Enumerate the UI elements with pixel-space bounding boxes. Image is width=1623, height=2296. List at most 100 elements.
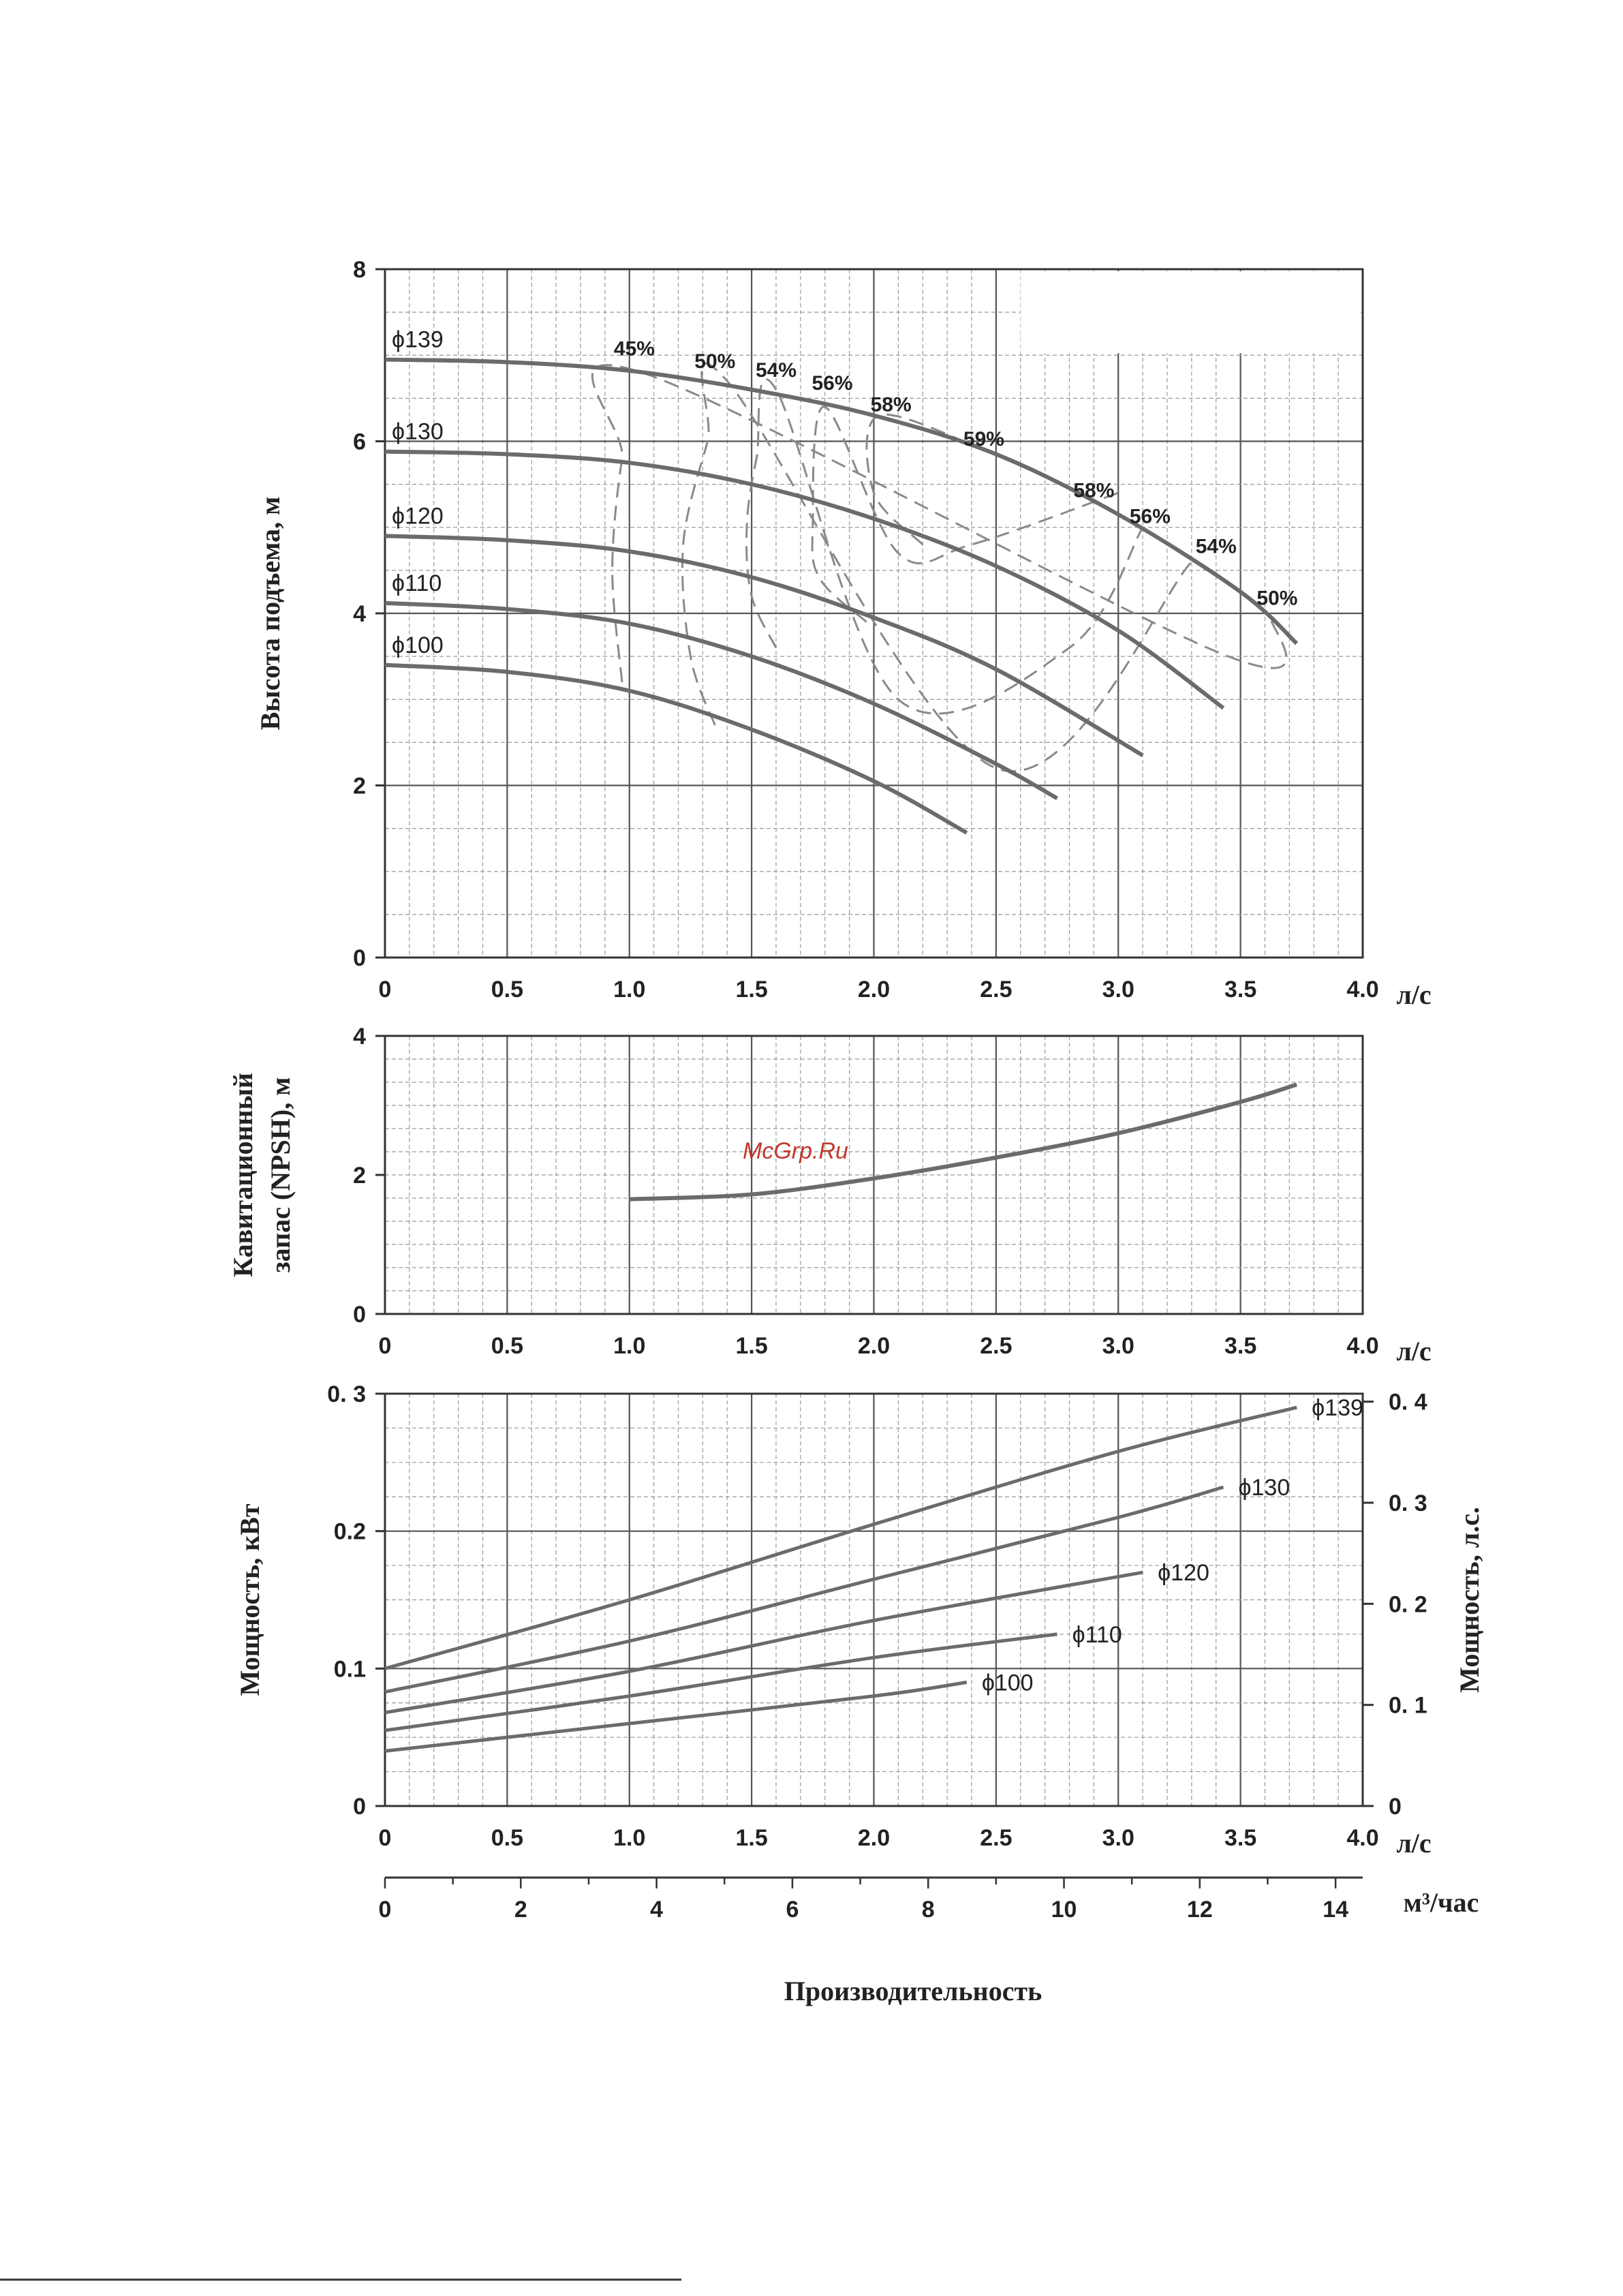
x-tick-label: 4.0 <box>1346 977 1378 1002</box>
m3-per-hour-axis: 0 2 4 6 8 10 12 14 м³/час <box>379 1876 1479 1923</box>
efficiency-curve-56pct <box>811 405 1119 623</box>
x-tick-label: 0.5 <box>491 1825 523 1851</box>
head-curve-label: ϕ120 <box>392 503 444 529</box>
head-curve-d139 <box>384 357 1299 645</box>
watermark-text: McGrp.Ru <box>743 1138 848 1164</box>
power-curve-label: ϕ130 <box>1239 1475 1290 1501</box>
plot-frame <box>384 1392 1364 1807</box>
efficiency-label: 56% <box>1130 505 1171 527</box>
x-tick-label: 1.0 <box>613 1825 645 1851</box>
m3-tick-label: 10 <box>1051 1897 1077 1923</box>
x-tick-label: 0.5 <box>491 1333 523 1359</box>
x-tick-label: 3.5 <box>1224 1825 1256 1851</box>
efficiency-curve-54pct <box>745 378 1144 715</box>
power-curve-label: ϕ100 <box>982 1670 1034 1696</box>
m3-tick-label: 4 <box>650 1897 663 1923</box>
efficiency-label: 45% <box>614 337 655 360</box>
y-tick-label: 8 <box>353 257 366 283</box>
y2-tick-label: 0. 3 <box>1389 1490 1427 1516</box>
npsh-y-axis-label-line1: Кавитационный <box>228 1073 258 1277</box>
efficiency-curve-58pct <box>865 413 985 546</box>
efficiency-label: 50% <box>1256 587 1297 609</box>
x-axis-unit-label: л/с <box>1396 1828 1431 1858</box>
m3-tick-label: 6 <box>786 1897 799 1923</box>
x-tick-label: 0 <box>379 977 392 1002</box>
power-curve-label: ϕ139 <box>1312 1395 1363 1421</box>
y-tick-label: 0 <box>353 1302 366 1328</box>
head-curve-label: ϕ130 <box>392 419 444 445</box>
efficiency-label: 58% <box>1073 480 1114 502</box>
x-axis-unit-label: л/с <box>1396 979 1431 1010</box>
x-tick-label: 3.0 <box>1102 1825 1134 1851</box>
y-tick-label: 0 <box>353 1794 366 1820</box>
efficiency-label: 54% <box>1196 536 1237 558</box>
x-tick-label: 2.0 <box>858 1333 890 1359</box>
y-tick-label: 0.1 <box>334 1656 366 1682</box>
power-kw-axis-label: Мощность, кВт <box>234 1503 265 1696</box>
m3-tick-label: 8 <box>922 1897 935 1923</box>
x-tick-label: 1.5 <box>735 1825 767 1851</box>
power-curve-d100 <box>384 1681 968 1753</box>
y-tick-label: 6 <box>353 429 366 455</box>
x-tick-label: 0 <box>379 1333 392 1359</box>
y-tick-label: 0. 3 <box>327 1381 366 1407</box>
x-tick-label: 2.5 <box>980 1825 1012 1851</box>
x-tick-label: 0.5 <box>491 977 523 1002</box>
efficiency-curve-50pct <box>681 362 1192 772</box>
power-curve-d139 <box>384 1405 1297 1670</box>
m3-tick-label: 14 <box>1323 1897 1348 1923</box>
y2-tick-label: 0 <box>1389 1794 1402 1820</box>
productivity-axis-label: Производительность <box>784 1976 1042 2006</box>
npsh-y-axis-label-line2: запас (NPSH), м <box>265 1077 296 1273</box>
x-tick-label: 1.5 <box>735 977 767 1002</box>
x-tick-label: 1.0 <box>613 977 645 1002</box>
head-curve-d130 <box>384 449 1225 710</box>
head-curve-label: ϕ139 <box>392 327 444 353</box>
efficiency-label: 58% <box>871 393 912 416</box>
x-axis-unit-label: л/с <box>1396 1336 1431 1366</box>
x-tick-label: 3.5 <box>1224 977 1256 1002</box>
m3-tick-label: 12 <box>1187 1897 1213 1923</box>
x-tick-label: 4.0 <box>1346 1333 1378 1359</box>
y-tick-label: 2 <box>353 774 366 799</box>
x-tick-label: 2.5 <box>980 977 1012 1002</box>
x-tick-label: 2.5 <box>980 1333 1012 1359</box>
m3-unit-label: м³/час <box>1404 1887 1479 1918</box>
efficiency-label: 56% <box>812 372 852 395</box>
x-tick-label: 0 <box>379 1825 392 1851</box>
m3-tick-label: 2 <box>514 1897 527 1923</box>
power-curve-d110 <box>384 1632 1057 1732</box>
power-chart: 0 0.5 1.0 1.5 2.0 2.5 3.0 3.5 4.0 л/с 0 0.1 0.2 0. 3 М… <box>234 1381 1485 1858</box>
x-tick-label: 1.5 <box>735 1333 767 1359</box>
y2-tick-label: 0. 4 <box>1389 1390 1427 1415</box>
efficiency-label: 59% <box>963 428 1004 450</box>
head-curve-d120 <box>384 534 1144 757</box>
x-tick-label: 3.0 <box>1102 977 1134 1002</box>
power-curve-d130 <box>384 1485 1224 1694</box>
x-tick-label: 3.5 <box>1224 1333 1256 1359</box>
head-curve-d100 <box>384 662 968 835</box>
npsh-curve <box>629 1082 1298 1201</box>
x-tick-label: 4.0 <box>1346 1825 1378 1851</box>
y2-tick-label: 0. 1 <box>1389 1693 1427 1719</box>
efficiency-label: 50% <box>694 350 735 373</box>
x-tick-label: 1.0 <box>613 1333 645 1359</box>
y2-tick-label: 0. 2 <box>1389 1591 1427 1617</box>
x-tick-label: 3.0 <box>1102 1333 1134 1359</box>
head-y-axis-label: Высота подъема, м <box>255 497 285 731</box>
efficiency-curve-45pct <box>591 364 1288 683</box>
power-hp-axis-label: Мощность, л.с. <box>1454 1507 1485 1693</box>
head-curve-d110 <box>384 600 1059 801</box>
y-tick-label: 4 <box>353 601 366 627</box>
efficiency-label: 54% <box>756 359 797 382</box>
head-curve-label: ϕ110 <box>392 570 442 596</box>
y-tick-label: 4 <box>353 1024 366 1050</box>
x-tick-label: 2.0 <box>858 1825 890 1851</box>
power-curve-label: ϕ110 <box>1072 1622 1122 1648</box>
power-curve-label: ϕ120 <box>1158 1560 1209 1586</box>
x-tick-label: 2.0 <box>858 977 890 1002</box>
head-chart: 0 0.5 1.0 1.5 2.0 2.5 3.0 3.5 4.0 л/с 0 2 4 6 8 Высота … <box>255 257 1432 1010</box>
power-curve-d120 <box>384 1570 1143 1715</box>
